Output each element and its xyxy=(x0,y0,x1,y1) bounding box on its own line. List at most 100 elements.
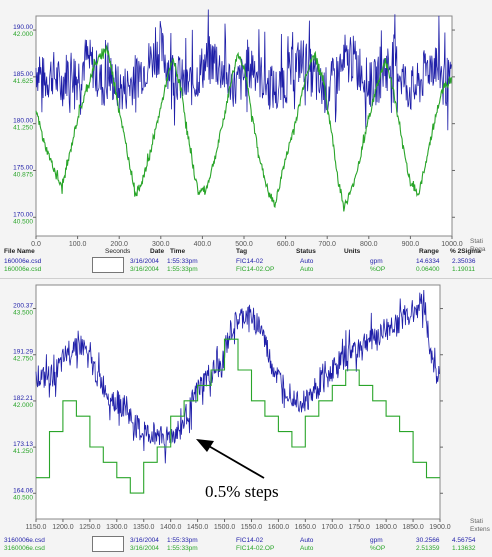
y-tick-label-primary: 180.00 xyxy=(13,118,33,125)
x-tick-label: 500.0 xyxy=(235,241,253,248)
y-tick-label-primary: 191.29 xyxy=(13,349,33,356)
row-tag: FIC14-02.OP xyxy=(236,266,275,273)
header-date: Date xyxy=(150,248,165,255)
x-tick-label: 1500.0 xyxy=(214,524,236,531)
y-tick-label-secondary: 40.500 xyxy=(13,494,33,501)
header-time: Time xyxy=(170,248,186,255)
header-range: Range xyxy=(419,248,439,255)
bottom-trend-chart: 1150.0 1200.0 1250.0 1300.0 1350.0 1400.0 1450… xyxy=(13,284,451,531)
row-units: %OP xyxy=(370,266,386,273)
extension-side-label: Extens xyxy=(470,526,490,533)
x-tick-label: 1350.0 xyxy=(133,524,155,531)
y-tick-label-primary: 173.13 xyxy=(13,441,33,448)
x-tick-label: 0.0 xyxy=(31,241,41,248)
x-tick-label: 1000.0 xyxy=(441,241,463,248)
row-units: gpm xyxy=(370,258,383,265)
row-date: 3/16/2004 xyxy=(130,537,159,544)
row-range: 0.06400 xyxy=(416,266,440,273)
x-tick-label: 100.0 xyxy=(69,241,87,248)
row-range: 14.6334 xyxy=(416,258,440,265)
series-line-secondary xyxy=(35,43,452,212)
x-tick-label: 1200.0 xyxy=(52,524,74,531)
y-tick-label-secondary: 41.250 xyxy=(13,448,33,455)
row-status: Auto xyxy=(300,266,314,273)
bottom-table-row: 3160006e.csd 3/16/2004 1:55:33pm FIC14-0… xyxy=(0,545,492,554)
row-tag: FIC14-02.OP xyxy=(236,545,275,552)
x-tick-label: 1600.0 xyxy=(268,524,290,531)
stats-side-label: Stati xyxy=(470,518,484,525)
x-tick-label: 1150.0 xyxy=(26,524,47,531)
row-range: 30.2566 xyxy=(416,537,440,544)
row-file: 160006e.csd xyxy=(4,258,42,265)
header-units: Units xyxy=(344,248,361,255)
x-tick-label: 400.0 xyxy=(194,241,212,248)
y-tick-label-secondary: 41.625 xyxy=(13,78,33,85)
bottom-table-row: 3160006e.csd 3/16/2004 1:55:33pm FIC14-0… xyxy=(0,537,492,546)
row-sigma: 4.56754 xyxy=(452,537,476,544)
top-trend-chart: 0.0 100.0 200.0 300.0 400.0 500.0 600.0 700.0 80… xyxy=(13,9,463,248)
y-tick-label-secondary: 40.875 xyxy=(13,171,33,178)
plot-area xyxy=(35,15,453,237)
y-tick-label-secondary: 42.000 xyxy=(13,402,33,409)
x-tick-label: 1900.0 xyxy=(429,524,451,531)
row-file: 3160006e.csd xyxy=(4,545,45,552)
row-tag: FIC14-02 xyxy=(236,258,264,265)
row-file: 160006e.csd xyxy=(4,266,42,273)
y-tick-label-primary: 182.21 xyxy=(13,395,33,402)
top-table-row: 160006e.csd 3/16/2004 1:55:33pm FIC14-02… xyxy=(0,258,492,267)
row-file: 3160006e.csd xyxy=(4,537,45,544)
x-tick-label: 600.0 xyxy=(277,241,295,248)
x-tick-label: 300.0 xyxy=(152,241,170,248)
row-sigma: 2.35036 xyxy=(452,258,476,265)
y-tick-label-primary: 190.00 xyxy=(13,24,33,31)
x-tick-label: 1250.0 xyxy=(79,524,101,531)
stats-side-label: Stati xyxy=(470,238,484,245)
y-tick-label-secondary: 42.000 xyxy=(13,31,33,38)
y-tick-label-primary: 164.06 xyxy=(13,487,33,494)
x-tick-label: 200.0 xyxy=(110,241,128,248)
x-tick-label: 1850.0 xyxy=(402,524,424,531)
step-annotation: 0.5% steps xyxy=(205,482,279,501)
row-range: 2.51359 xyxy=(416,545,440,552)
x-tick-label: 1550.0 xyxy=(241,524,263,531)
y-tick-label-primary: 170.00 xyxy=(13,211,33,218)
series-line-primary xyxy=(35,289,440,464)
top-trend-panel: 0.0 100.0 200.0 300.0 400.0 500.0 600.0 700.0 80… xyxy=(0,0,492,275)
bottom-trend-panel: 1150.0 1200.0 1250.0 1300.0 1350.0 1400.0 1450… xyxy=(0,278,492,557)
row-date: 3/16/2004 xyxy=(130,266,159,273)
x-tick-label: 1300.0 xyxy=(106,524,128,531)
row-status: Auto xyxy=(300,545,314,552)
row-sigma: 1.13632 xyxy=(452,545,476,552)
row-tag: FIC14-02 xyxy=(236,537,264,544)
x-tick-label: 1800.0 xyxy=(375,524,397,531)
trend-swatch xyxy=(92,257,124,273)
y-tick-label-secondary: 42.750 xyxy=(13,356,33,363)
series-line-secondary xyxy=(36,338,440,494)
x-tick-label: 900.0 xyxy=(402,241,420,248)
row-time: 1:55:33pm xyxy=(167,537,198,544)
x-tick-label: 1750.0 xyxy=(348,524,370,531)
y-tick-label-primary: 185.00 xyxy=(13,71,33,78)
header-file-name: File Name xyxy=(4,248,35,255)
x-tick-label: 1400.0 xyxy=(160,524,182,531)
trend-swatch xyxy=(92,536,124,552)
top-table-header: File Name Seconds Date Time Tag Status U… xyxy=(0,248,492,257)
row-date: 3/16/2004 xyxy=(130,545,159,552)
x-tick-label: 1650.0 xyxy=(295,524,317,531)
y-tick-label-secondary: 40.500 xyxy=(13,218,33,225)
row-units: %OP xyxy=(370,545,386,552)
top-table-row: 160006e.csd 3/16/2004 1:55:33pm FIC14-02… xyxy=(0,266,492,275)
header-tag: Tag xyxy=(236,248,248,255)
row-time: 1:55:33pm xyxy=(167,266,198,273)
y-tick-label-secondary: 41.250 xyxy=(13,125,33,132)
row-sigma: 1.19011 xyxy=(452,266,476,273)
row-time: 1:55:33pm xyxy=(167,545,198,552)
row-status: Auto xyxy=(300,537,314,544)
header-sigma: % 2Sigma xyxy=(450,248,481,255)
row-status: Auto xyxy=(300,258,314,265)
regression-side-label: Rega xyxy=(470,246,486,253)
y-tick-label-primary: 200.37 xyxy=(13,303,33,310)
y-tick-label-primary: 175.00 xyxy=(13,164,33,171)
x-tick-label: 700.0 xyxy=(318,241,336,248)
header-seconds: Seconds xyxy=(105,248,131,255)
